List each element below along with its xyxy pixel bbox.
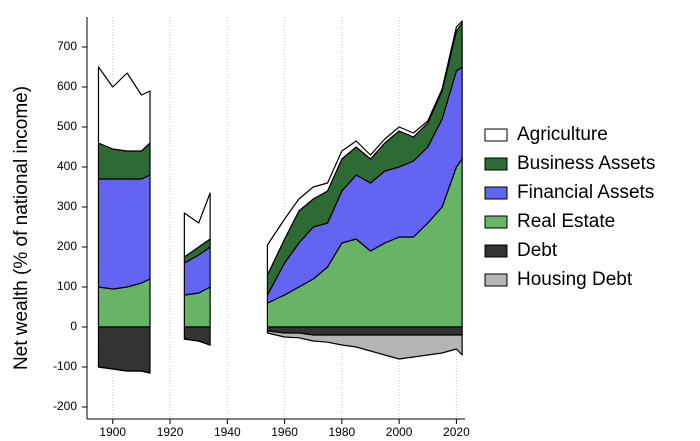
- legend-swatch: [484, 215, 508, 229]
- x-tick-label: 1960: [271, 425, 298, 439]
- y-tick-label: -100: [53, 359, 77, 373]
- legend-label: Debt: [517, 240, 558, 261]
- legend-label: Business Assets: [517, 153, 655, 174]
- legend-swatch: [484, 244, 508, 258]
- legend-label: Housing Debt: [517, 269, 633, 290]
- y-tick-label: 300: [57, 199, 77, 213]
- y-tick-label: -200: [53, 399, 77, 413]
- legend-swatch: [484, 186, 508, 200]
- y-axis-label: Net wealth (% of national income): [11, 86, 32, 370]
- y-tick-label: 100: [57, 279, 77, 293]
- x-tick-label: 1920: [157, 425, 184, 439]
- y-tick-label: 200: [57, 239, 77, 253]
- x-tick-label: 1980: [329, 425, 356, 439]
- legend-label: Agriculture: [517, 124, 608, 145]
- legend-swatch: [484, 273, 508, 287]
- y-tick-label: 700: [57, 39, 77, 53]
- y-tick-label: 400: [57, 159, 77, 173]
- y-tick-label: 600: [57, 79, 77, 93]
- legend-swatch: [484, 157, 508, 171]
- x-tick-label: 1900: [99, 425, 126, 439]
- x-tick-label: 2020: [443, 425, 470, 439]
- legend-label: Real Estate: [517, 211, 615, 232]
- y-tick-label: 500: [57, 119, 77, 133]
- legend-swatch: [484, 128, 508, 142]
- area: [97, 330, 463, 374]
- legend-label: Financial Assets: [517, 182, 654, 203]
- x-tick-label: 1940: [214, 425, 241, 439]
- area: [97, 20, 463, 276]
- y-tick-label: 0: [70, 319, 77, 333]
- x-tick-label: 2000: [386, 425, 413, 439]
